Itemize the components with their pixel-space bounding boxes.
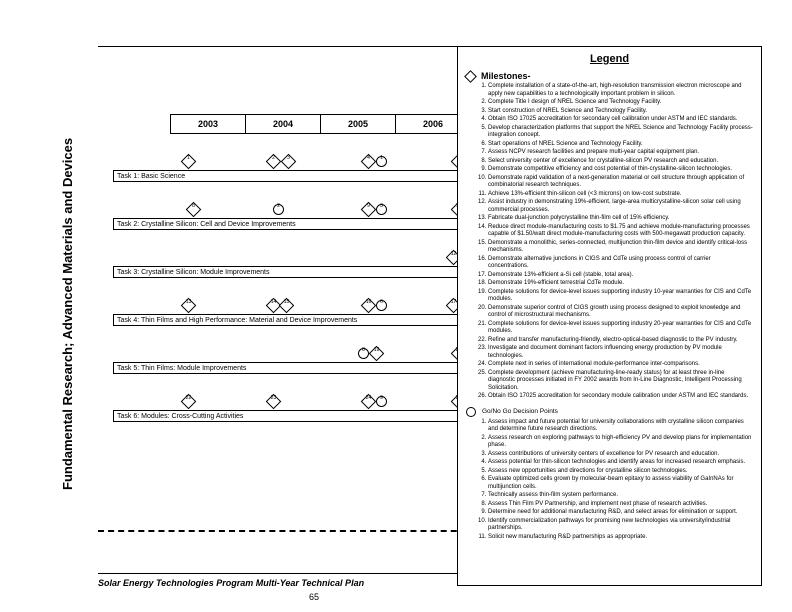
gonogo-item: Assess potential for thin-silicon techno…	[488, 459, 753, 467]
milestone-item: Assess NCPV research facilities and prep…	[488, 149, 753, 157]
gonogo-item: Evaluate optimized cells grown by molecu…	[488, 476, 753, 491]
page-number: 65	[0, 592, 628, 602]
marker-number: 14	[268, 299, 279, 305]
milestone-item: Obtain ISO 17025 accreditation for secon…	[488, 116, 753, 124]
marker-number: 16	[363, 299, 374, 305]
milestone-item: Investigate and document dominant factor…	[488, 345, 753, 360]
marker-number: 19	[371, 347, 382, 353]
diamond-icon	[464, 70, 477, 83]
marker-number: 6	[376, 299, 387, 305]
timeline-year: 2004	[245, 114, 321, 134]
gonogo-item: Determine need for additional manufactur…	[488, 509, 753, 517]
milestone-item: Develop characterization platforms that …	[488, 125, 753, 140]
marker-number: 8	[188, 203, 199, 209]
gonogo-item: Identify commercialization pathways for …	[488, 518, 753, 533]
milestone-item: Assist industry in demonstrating 19%-eff…	[488, 199, 753, 214]
gonogo-item: Assess new opportunities and directions …	[488, 468, 753, 476]
marker-number: 9	[376, 395, 387, 401]
timeline-year: 2005	[320, 114, 396, 134]
marker-number: 4	[363, 155, 374, 161]
gonogo-item: Assess impact and future potential for u…	[488, 419, 753, 434]
milestone-item: Complete development (achieve manufactur…	[488, 370, 753, 393]
milestone-item: Demonstrate 19%-efficient terrestrial Cd…	[488, 280, 753, 288]
milestone-item: Demonstrate 13%-efficient a-Si cell (sta…	[488, 272, 753, 280]
marker-number: 1	[183, 155, 194, 161]
gonogo-item: Assess research on exploring pathways to…	[488, 435, 753, 450]
milestone-item: Reduce direct module-manufacturing costs…	[488, 224, 753, 239]
marker-number: 15	[281, 299, 292, 305]
gonogo-label: Go/No Go Decision Points	[482, 408, 558, 415]
milestone-item: Demonstrate rapid validation of a next-g…	[488, 175, 753, 190]
marker-number: 9	[363, 203, 374, 209]
legend-box: Legend Milestones- Complete installation…	[457, 46, 762, 586]
vertical-axis-label: Fundamental Research; Advanced Materials…	[60, 0, 78, 110]
milestone-item: Complete next in series of international…	[488, 361, 753, 369]
gonogo-item: Assess Thin Film PV Partnership, and imp…	[488, 501, 753, 509]
legend-title: Legend	[466, 53, 753, 65]
milestone-item: Select university center of excellence f…	[488, 158, 753, 166]
marker-number: 3	[376, 203, 387, 209]
milestone-item: Demonstrate a monolithic, series-connect…	[488, 240, 753, 255]
gonogo-item: Technically assess thin-film system perf…	[488, 492, 753, 500]
milestone-item: Complete Title I design of NREL Science …	[488, 99, 753, 107]
milestone-item: Start construction of NREL Science and T…	[488, 108, 753, 116]
marker-number: 13	[183, 299, 194, 305]
milestone-item: Complete installation of a state-of-the-…	[488, 83, 753, 98]
milestones-label: Milestones-	[481, 71, 531, 81]
milestone-item: Demonstrate superior control of CIGS gro…	[488, 305, 753, 320]
milestone-item: Demonstrate competitive efficiency and c…	[488, 166, 753, 174]
marker-number: 2	[268, 155, 279, 161]
marker-number: 8	[358, 347, 369, 353]
gonogo-item: Assess contributions of university cente…	[488, 451, 753, 459]
marker-number: 23	[268, 395, 279, 401]
milestone-item: Refine and transfer manufacturing-friend…	[488, 337, 753, 345]
gonogo-item: Solicit new manufacturing R&D partnershi…	[488, 534, 753, 542]
milestone-item: Obtain ISO 17025 accreditation for secon…	[488, 393, 753, 401]
milestone-item: Achieve 13%-efficient thin-silicon cell …	[488, 191, 753, 199]
marker-number: 2	[273, 203, 284, 209]
timeline-year: 2003	[170, 114, 246, 134]
marker-number: 22	[183, 395, 194, 401]
marker-number: 1	[376, 155, 387, 161]
marker-number: 24	[363, 395, 374, 401]
milestone-item: Fabricate dual-junction polycrystalline …	[488, 215, 753, 223]
milestone-item: Complete solutions for device-level issu…	[488, 321, 753, 336]
milestone-item: Demonstrate alternative junctions in CIG…	[488, 256, 753, 271]
milestone-item: Start operations of NREL Science and Tec…	[488, 141, 753, 149]
milestone-item: Complete solutions for device-level issu…	[488, 289, 753, 304]
marker-number: 3	[283, 155, 294, 161]
circle-icon	[466, 407, 476, 417]
